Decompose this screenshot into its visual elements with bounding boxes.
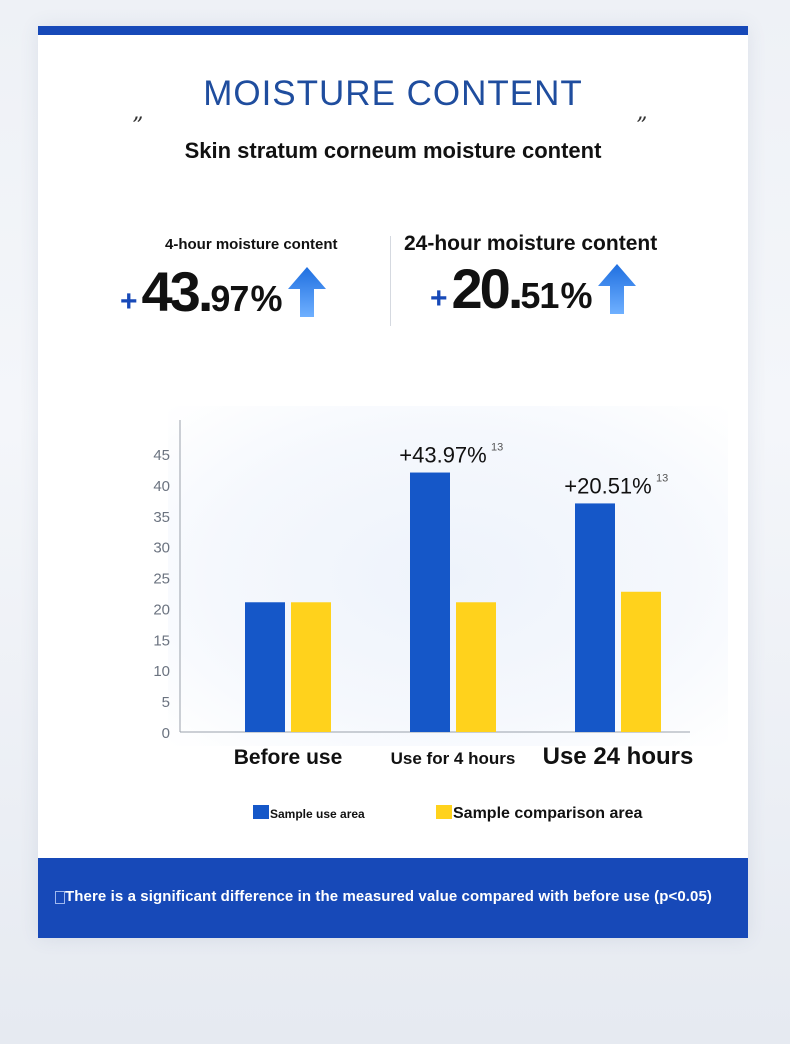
stat-whole: 20. xyxy=(451,257,524,320)
x-tick-label: Before use xyxy=(234,746,343,769)
significance-note: There is a significant difference in the… xyxy=(65,888,713,905)
y-tick-label: 20 xyxy=(153,601,170,618)
legend-label: Sample comparison area xyxy=(453,805,643,822)
footer-band: There is a significant difference in the… xyxy=(38,858,748,938)
stat-fraction: 97 xyxy=(210,278,249,319)
y-tick-label: 5 xyxy=(162,694,170,711)
y-tick-label: 35 xyxy=(153,509,170,526)
y-tick-label: 40 xyxy=(153,478,170,495)
quote-open-mark: ” xyxy=(132,114,144,139)
annotation-label: +43.97% xyxy=(399,443,486,468)
page-subtitle: Skin stratum corneum moisture content xyxy=(184,138,602,163)
stat-value: + 20. 51 % xyxy=(430,256,718,321)
y-tick-label: 10 xyxy=(153,663,170,680)
bar-sample-comparison xyxy=(291,602,331,732)
moisture-chart: 0 5 10 15 20 25 30 35 40 45 Before use Use for 4 ho… xyxy=(98,366,738,826)
stat-sign: + xyxy=(430,282,448,315)
stat-4-hour: 4-hour moisture content + 43. 97 % xyxy=(112,232,432,324)
bar-sample-use xyxy=(575,503,615,732)
y-tick-label: 0 xyxy=(162,725,170,742)
legend-swatch xyxy=(436,805,452,819)
y-tick-label: 45 xyxy=(153,447,170,464)
legend-swatch xyxy=(253,805,269,819)
stat-label: 4-hour moisture content xyxy=(165,236,338,253)
stat-24-hour: 24-hour moisture content + 20. 51 % xyxy=(398,232,718,321)
quote-close-mark: ” xyxy=(636,114,648,139)
annotation-superscript: 13 xyxy=(491,442,503,454)
info-card: MOISTURE CONTENT ” ” Skin stratum corneu… xyxy=(38,26,748,938)
x-tick-label: Use 24 hours xyxy=(543,743,694,770)
bar-sample-comparison xyxy=(456,602,496,732)
legend-label: Sample use area xyxy=(270,807,365,821)
stat-whole: 43. xyxy=(141,260,214,323)
bar-sample-comparison xyxy=(621,591,661,732)
document-icon xyxy=(55,891,65,904)
bar-sample-use xyxy=(410,472,450,732)
stat-value: + 43. 97 % xyxy=(120,259,432,324)
stat-percent: % xyxy=(560,275,593,316)
x-tick-label: Use for 4 hours xyxy=(391,749,516,768)
annotation-superscript: 13 xyxy=(656,472,668,484)
stat-divider xyxy=(390,236,391,326)
top-accent-stripe xyxy=(38,26,748,35)
bar-sample-use xyxy=(245,602,285,732)
bar-chart: 0 5 10 15 20 25 30 35 40 45 Before use Use for 4 ho… xyxy=(153,420,694,822)
y-tick-label: 25 xyxy=(153,571,170,588)
up-arrow-icon xyxy=(598,263,637,314)
annotation-label: +20.51% xyxy=(564,473,651,498)
page-title: MOISTURE CONTENT xyxy=(203,74,583,113)
stat-fraction: 51 xyxy=(520,275,559,316)
y-tick-label: 15 xyxy=(153,632,170,649)
stat-percent: % xyxy=(250,278,283,319)
y-tick-label: 30 xyxy=(153,540,170,557)
stat-sign: + xyxy=(120,285,138,318)
stat-label: 24-hour moisture content xyxy=(404,232,658,255)
up-arrow-icon xyxy=(288,266,327,317)
